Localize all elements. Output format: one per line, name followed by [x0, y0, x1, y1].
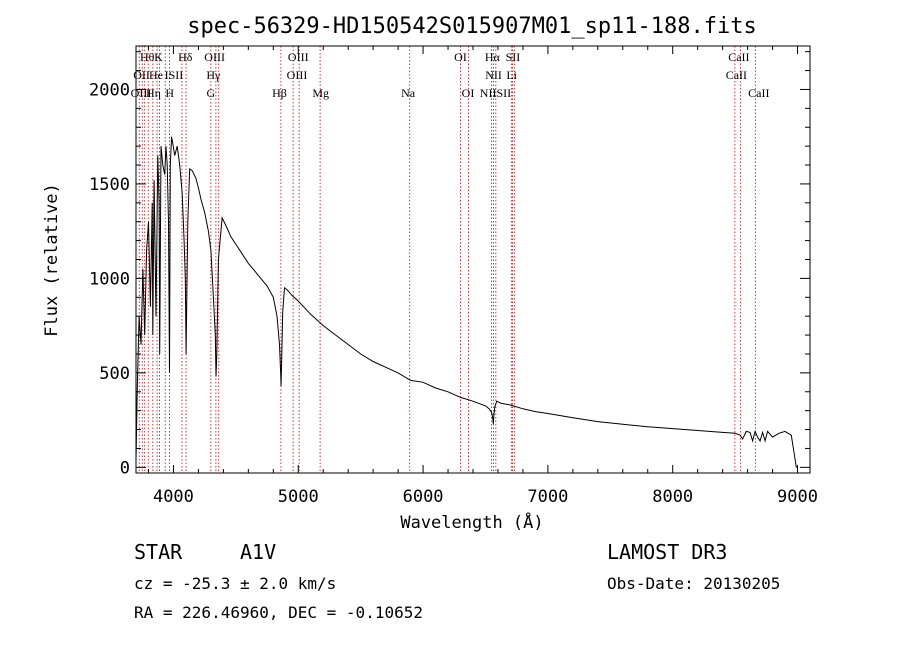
y-axis-label: Flux (relative): [42, 183, 62, 337]
object-class: STAR: [134, 540, 183, 564]
line-label-row1-3: OIII: [204, 50, 225, 64]
line-label-row3-2: H: [165, 86, 174, 100]
line-label-row3-6: Na: [401, 86, 416, 100]
chart-title: spec-56329-HD150542S015907M01_sp11-188.f…: [187, 14, 757, 39]
line-label-row1-2: Hδ: [178, 50, 193, 64]
line-label-row1-7: SII: [506, 50, 521, 64]
line-label-row3-9: CaII: [748, 86, 769, 100]
x-tick-label-3: 7000: [527, 487, 568, 507]
survey-name: LAMOST DR3: [607, 540, 728, 564]
line-label-row2-1: He: [149, 68, 163, 82]
x-tick-label-0: 4000: [153, 487, 194, 507]
coordinates: RA = 226.46960, DEC = -0.10652: [134, 603, 423, 622]
line-label-row2-4: Hγ: [206, 68, 221, 82]
observation-date: Obs-Date: 20130205: [607, 574, 781, 593]
line-label-row3-5: Mg: [312, 86, 329, 100]
x-tick-label-4: 8000: [652, 487, 693, 507]
line-label-row1-8: CaII: [728, 50, 749, 64]
x-tick-label-2: 6000: [403, 487, 444, 507]
y-tick-label-0: 0: [120, 458, 130, 478]
x-axis: 4000 5000 6000 7000 8000 9000: [147, 46, 818, 507]
y-tick-label-4: 2000: [89, 80, 130, 100]
y-tick-label-2: 1000: [89, 269, 130, 289]
line-label-row2-5: OIII: [287, 68, 308, 82]
spectrum-line: [135, 136, 798, 468]
line-label-row2-6: NII: [485, 68, 502, 82]
line-label-row1-5: OI: [454, 50, 467, 64]
redshift-velocity: cz = -25.3 ± 2.0 km/s: [134, 574, 337, 593]
x-tick-label-1: 5000: [278, 487, 319, 507]
y-tick-label-3: 1500: [89, 175, 130, 195]
object-subclass: A1V: [240, 540, 277, 564]
line-label-row3-7: OI: [462, 86, 475, 100]
y-axis: 0 500 1000 1500 2000: [89, 51, 810, 478]
line-label-row3-4: Hβ: [272, 86, 287, 100]
line-label-row3-8: NIISII: [480, 86, 511, 100]
line-label-row1-6: Hα: [485, 50, 501, 64]
emission-line-markers: [138, 46, 756, 473]
x-tick-label-5: 9000: [777, 487, 818, 507]
line-label-row2-7: Li: [506, 68, 517, 82]
line-label-row3-1: Hη: [146, 86, 161, 100]
x-axis-label: Wavelength (Å): [400, 511, 543, 533]
line-label-row2-8: CaII: [726, 68, 747, 82]
line-label-row2-2: I: [165, 68, 169, 82]
plot-frame: [135, 45, 811, 474]
line-label-row1-1: K: [154, 50, 163, 64]
line-label-row2-0: OII: [133, 68, 150, 82]
line-label-row1-4: OIII: [288, 50, 309, 64]
line-label-row2-3: SII: [169, 68, 184, 82]
y-tick-label-1: 500: [99, 364, 130, 384]
line-label-row1-0: Hθ: [140, 50, 155, 64]
line-label-row3-3: G: [207, 86, 216, 100]
